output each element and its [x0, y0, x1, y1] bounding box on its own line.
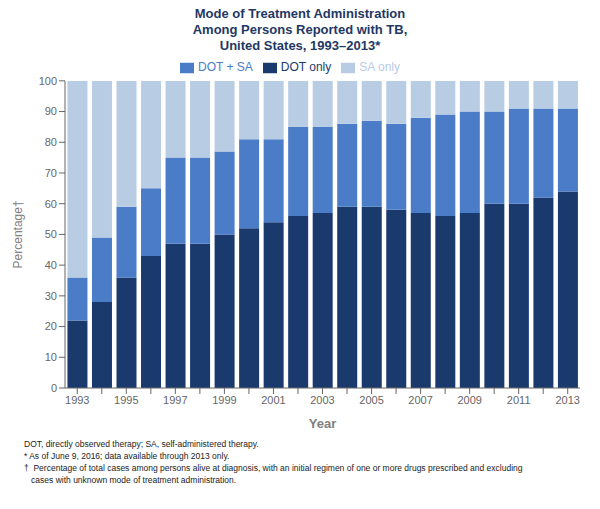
html-text:DOT, directly observed therapy: DOT, directly observed therapy; SA, self…: [24, 439, 259, 449]
html-text:Mode of Treatment Administrati: Mode of Treatment Administration: [194, 6, 406, 21]
html-text:cases with unknown mode of tre: cases with unknown mode of treatment adm…: [24, 475, 237, 485]
html-text:† Percentage of total cases am: † Percentage of total cases among person…: [24, 463, 523, 473]
svg-text:20: 20: [45, 320, 57, 332]
svg-text:2005: 2005: [359, 394, 383, 406]
html-text:DOT + SA: DOT + SA: [198, 60, 253, 74]
svg-text:100: 100: [39, 75, 57, 87]
html-text:* As of June 9, 2016; data ava: * As of June 9, 2016; data available thr…: [24, 451, 230, 461]
svg-text:Year: Year: [309, 416, 336, 431]
svg-text:30: 30: [45, 290, 57, 302]
html-text:DOT only: DOT only: [280, 60, 332, 74]
svg-text:2007: 2007: [408, 394, 432, 406]
svg-text:40: 40: [45, 259, 57, 271]
svg-text:1993: 1993: [65, 394, 89, 406]
svg-text:2013: 2013: [555, 394, 579, 406]
svg-text:50: 50: [45, 228, 57, 240]
svg-text:10: 10: [45, 351, 57, 363]
svg-text:1997: 1997: [163, 394, 187, 406]
html-text:Among Persons Reported with TB: Among Persons Reported with TB,: [192, 22, 408, 37]
svg-text:90: 90: [45, 105, 57, 117]
svg-text:2011: 2011: [507, 394, 531, 406]
svg-text:80: 80: [45, 136, 57, 148]
svg-text:2003: 2003: [310, 394, 334, 406]
svg-text:1999: 1999: [212, 394, 236, 406]
svg-text:0: 0: [51, 382, 57, 394]
svg-text:2001: 2001: [261, 394, 285, 406]
svg-text:70: 70: [45, 167, 57, 179]
svg-text:60: 60: [45, 198, 57, 210]
svg-text:2009: 2009: [457, 394, 481, 406]
html-text:SA only: SA only: [359, 60, 400, 74]
svg-text:Percentage†: Percentage†: [11, 200, 25, 268]
svg-text:1995: 1995: [114, 394, 138, 406]
html-text:United States, 1993–2013*: United States, 1993–2013*: [219, 38, 381, 53]
